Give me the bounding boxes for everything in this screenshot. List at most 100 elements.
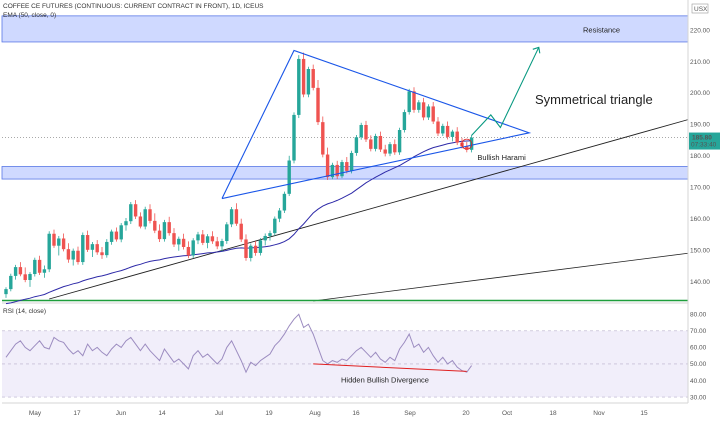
candle bbox=[95, 244, 99, 253]
candle bbox=[349, 152, 354, 171]
long-trendline bbox=[49, 119, 689, 300]
candle bbox=[167, 222, 171, 234]
candle bbox=[450, 131, 455, 137]
last-price-value: 185.80 bbox=[692, 135, 712, 142]
price-tick-label: 170.00 bbox=[690, 185, 710, 192]
time-tick-label: 20 bbox=[462, 410, 470, 417]
candle bbox=[325, 154, 330, 178]
candle bbox=[37, 259, 42, 273]
candle bbox=[297, 58, 301, 115]
candle bbox=[407, 91, 411, 113]
rsi-tick-label: 40.00 bbox=[690, 378, 707, 385]
rsi-tick-label: 60.00 bbox=[690, 345, 707, 352]
time-tick-label: 16 bbox=[352, 410, 360, 417]
currency-label: USX bbox=[694, 6, 708, 13]
rsi-tick-label: 30.00 bbox=[690, 394, 707, 401]
time-tick-label: Jul bbox=[215, 410, 224, 417]
rsi-legend: RSI (14, close) bbox=[3, 308, 46, 315]
candle bbox=[364, 124, 368, 140]
candle bbox=[421, 102, 426, 118]
candle bbox=[81, 235, 85, 263]
candle bbox=[249, 245, 253, 258]
candle bbox=[100, 252, 104, 256]
candle bbox=[210, 236, 215, 242]
price-tick-label: 220.00 bbox=[690, 27, 710, 34]
candle bbox=[455, 131, 459, 143]
candle bbox=[76, 250, 80, 263]
time-tick-label: 15 bbox=[640, 410, 648, 417]
last-price-badge bbox=[689, 132, 720, 150]
candle bbox=[426, 106, 431, 118]
candle bbox=[42, 269, 47, 273]
candle bbox=[23, 274, 27, 280]
candle bbox=[177, 238, 181, 245]
candle bbox=[393, 144, 397, 153]
triangle-pattern bbox=[221, 49, 532, 200]
candle bbox=[258, 240, 263, 253]
candle bbox=[105, 241, 109, 256]
candle bbox=[13, 267, 18, 276]
price-tick-label: 140.00 bbox=[690, 279, 710, 286]
candle bbox=[85, 235, 90, 250]
candle bbox=[71, 250, 75, 260]
resistance-zone bbox=[1, 15, 689, 43]
candle bbox=[18, 267, 23, 275]
candle bbox=[345, 162, 349, 171]
candle bbox=[201, 234, 205, 243]
price-tick-label: 200.00 bbox=[690, 90, 710, 97]
projection-arrowhead bbox=[532, 46, 541, 54]
candle bbox=[388, 144, 392, 154]
candle bbox=[52, 233, 56, 246]
price-tick-label: 160.00 bbox=[690, 216, 710, 223]
divergence-label: Hidden Bullish Divergence bbox=[341, 375, 429, 384]
candle bbox=[90, 244, 95, 250]
candle bbox=[186, 246, 191, 256]
candle bbox=[282, 193, 287, 211]
candle bbox=[383, 149, 387, 154]
candle bbox=[263, 235, 267, 241]
rsi-tick-label: 70.00 bbox=[690, 328, 707, 335]
candle bbox=[157, 230, 162, 240]
candle bbox=[109, 231, 114, 242]
rsi-tick-label: 80.00 bbox=[690, 312, 707, 319]
candle bbox=[4, 289, 8, 295]
candle bbox=[321, 122, 325, 155]
candle bbox=[133, 204, 138, 217]
candle bbox=[330, 164, 335, 178]
pattern-label: Symmetrical triangle bbox=[535, 92, 653, 107]
candle bbox=[61, 238, 66, 250]
harami-marker bbox=[461, 138, 473, 150]
candle bbox=[229, 209, 234, 225]
candle bbox=[114, 231, 119, 240]
price-tick-label: 180.00 bbox=[690, 153, 710, 160]
candle bbox=[402, 112, 407, 131]
divergence-line bbox=[313, 363, 467, 372]
candle bbox=[153, 220, 157, 231]
candle bbox=[431, 106, 435, 122]
candle bbox=[33, 259, 37, 275]
candle bbox=[215, 241, 219, 247]
candle bbox=[9, 275, 13, 290]
candle bbox=[119, 225, 123, 240]
candle bbox=[412, 91, 416, 110]
time-tick-label: Oct bbox=[502, 410, 512, 417]
candle bbox=[28, 274, 32, 280]
rsi-tick-label: 50.00 bbox=[690, 361, 707, 368]
candle bbox=[47, 233, 51, 270]
time-tick-label: 18 bbox=[549, 410, 557, 417]
candle bbox=[129, 204, 133, 222]
candle bbox=[268, 233, 272, 236]
ema-line bbox=[5, 140, 472, 305]
candle bbox=[148, 209, 152, 221]
candle bbox=[311, 69, 315, 88]
time-tick-label: May bbox=[29, 410, 42, 417]
time-tick-label: 14 bbox=[158, 410, 166, 417]
time-tick-label: 19 bbox=[265, 410, 273, 417]
currency-box bbox=[691, 3, 709, 14]
candle bbox=[335, 164, 339, 177]
price-tick-label: 210.00 bbox=[690, 59, 710, 66]
candle bbox=[138, 216, 143, 227]
candle bbox=[239, 223, 243, 240]
candle bbox=[191, 240, 195, 256]
